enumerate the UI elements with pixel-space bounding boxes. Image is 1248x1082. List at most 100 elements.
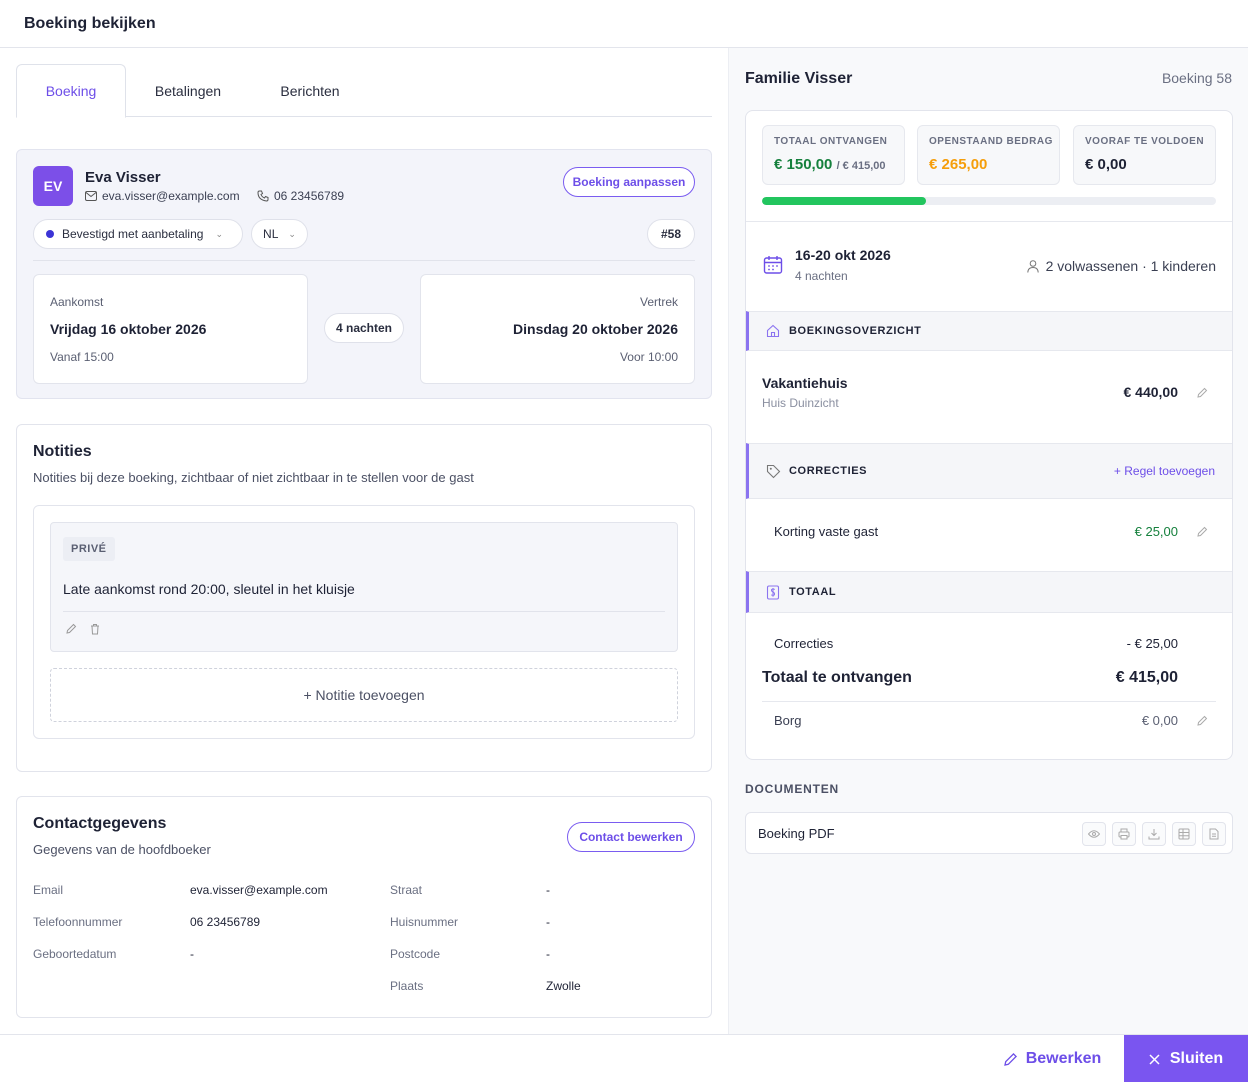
eye-icon[interactable]	[1082, 822, 1106, 846]
table-icon[interactable]	[1172, 822, 1196, 846]
close-button[interactable]: Sluiten	[1124, 1035, 1248, 1082]
corrections-section-header: CORRECTIES + Regel toevoegen	[746, 443, 1232, 499]
tab-betalingen[interactable]: Betalingen	[154, 82, 222, 99]
divider	[33, 260, 695, 261]
guest-count: 2 volwassenen · 1 kinderen	[1026, 258, 1216, 274]
edit-button[interactable]: Bewerken	[996, 1035, 1108, 1082]
avatar: EV	[33, 166, 73, 206]
guest-phone: 06 23456789	[257, 189, 344, 203]
deposit-value: € 0,00	[1141, 713, 1178, 728]
stat-total-received: TOTAAL ONTVANGEN € 150,00 / € 415,00	[762, 125, 905, 185]
tag-icon	[766, 464, 781, 479]
stat-value: € 150,00 / € 415,00	[774, 156, 886, 173]
pencil-icon[interactable]	[1196, 715, 1208, 727]
accommodation-name: Vakantiehuis	[762, 375, 848, 391]
dialog-title: Boeking bekijken	[24, 15, 156, 32]
file-icon[interactable]	[1202, 822, 1226, 846]
divider	[762, 701, 1216, 702]
download-icon[interactable]	[1142, 822, 1166, 846]
corrections-title: CORRECTIES	[789, 465, 868, 477]
document-actions	[1082, 822, 1226, 846]
note-item: PRIVÉ Late aankomst rond 20:00, sleutel …	[50, 522, 678, 652]
guest-phone-text: 06 23456789	[274, 189, 345, 203]
street-label: Straat	[390, 883, 423, 897]
stat-label: TOTAAL ONTVANGEN	[774, 136, 888, 147]
payment-progress-bar	[762, 197, 1216, 205]
edit-contact-button[interactable]: Contact bewerken	[567, 822, 695, 852]
grand-total-label: Totaal te ontvangen	[762, 669, 912, 686]
status-dot	[46, 230, 54, 238]
right-pane: Familie Visser Boeking 58 TOTAAL ONTVANG…	[728, 48, 1248, 1034]
notes-list: PRIVÉ Late aankomst rond 20:00, sleutel …	[33, 505, 695, 739]
stat-label: VOORAF TE VOLDOEN	[1085, 136, 1205, 147]
guest-email-text: eva.visser@example.com	[102, 189, 240, 203]
booking-number: Boeking 58	[1161, 70, 1232, 86]
family-name: Familie Visser	[745, 70, 853, 87]
booking-summary: TOTAAL ONTVANGEN € 150,00 / € 415,00 OPE…	[745, 110, 1233, 760]
pencil-icon[interactable]	[65, 623, 77, 635]
divider	[746, 221, 1232, 222]
close-icon	[1149, 1053, 1160, 1065]
total-corrections-value: - € 25,00	[1126, 636, 1178, 651]
housenumber-value: -	[546, 915, 550, 929]
language-label: NL	[263, 227, 279, 241]
print-icon[interactable]	[1112, 822, 1136, 846]
mail-icon	[85, 191, 97, 201]
note-actions	[65, 623, 101, 635]
calendar-icon	[763, 256, 783, 274]
birthdate-label: Geboortedatum	[33, 947, 117, 961]
arrival-time: Vanaf 15:00	[50, 350, 114, 364]
pencil-icon[interactable]	[1196, 526, 1208, 538]
email-value: eva.visser@example.com	[190, 883, 328, 897]
stat-extra: / € 415,00	[836, 160, 886, 172]
total-title: TOTAAL	[789, 586, 837, 598]
edit-booking-button[interactable]: Boeking aanpassen	[563, 167, 695, 197]
private-badge: PRIVÉ	[63, 537, 115, 561]
language-select[interactable]: NL ⌄	[251, 219, 308, 249]
stay-period: 16-20 okt 2026	[795, 247, 891, 263]
document-name: Boeking PDF	[758, 826, 835, 841]
document-row: Boeking PDF	[745, 812, 1233, 854]
contact-title: Contactgegevens	[33, 815, 167, 832]
stat-value: € 0,00	[1085, 156, 1127, 173]
notes-subtitle: Notities bij deze boeking, zichtbaar of …	[33, 470, 474, 485]
chevron-down-icon: ⌄	[288, 228, 296, 239]
payment-progress-fill	[762, 197, 927, 205]
phone-value: 06 23456789	[190, 915, 261, 929]
street-value: -	[546, 883, 550, 897]
tab-bar: Boeking Betalingen Berichten	[16, 64, 712, 118]
add-line-button[interactable]: + Regel toevoegen	[1113, 464, 1215, 478]
housenumber-label: Huisnummer	[390, 915, 459, 929]
trash-icon[interactable]	[89, 623, 101, 635]
accommodation-price: € 440,00	[1123, 384, 1179, 400]
close-button-label: Sluiten	[1169, 1050, 1224, 1067]
documents-title: DOCUMENTEN	[745, 782, 839, 796]
pencil-icon	[1003, 1052, 1017, 1066]
stat-value-text: € 150,00	[774, 156, 833, 173]
birthdate-value: -	[190, 947, 194, 961]
accommodation-sub: Huis Duinzicht	[762, 396, 839, 410]
arrival-date: Vrijdag 16 oktober 2026	[50, 321, 207, 337]
email-label: Email	[33, 883, 64, 897]
stay-nights: 4 nachten	[795, 269, 848, 283]
notes-card: Notities Notities bij deze boeking, zich…	[16, 424, 712, 772]
status-label: Bevestigd met aanbetaling	[62, 227, 204, 241]
departure-box: Vertrek Dinsdag 20 oktober 2026 Voor 10:…	[420, 274, 695, 384]
total-section-header: TOTAAL	[746, 571, 1232, 613]
tab-berichten[interactable]: Berichten	[280, 82, 340, 99]
status-select[interactable]: Bevestigd met aanbetaling ⌄	[33, 219, 243, 249]
contact-card: Contactgegevens Gegevens van de hoofdboe…	[16, 796, 712, 1018]
booking-tag: #58	[647, 219, 695, 249]
booking-card: EV Eva Visser eva.visser@example.com 06 …	[16, 149, 712, 399]
receipt-icon	[766, 585, 780, 600]
dialog-footer: Bewerken Sluiten	[0, 1034, 1248, 1082]
add-note-button[interactable]: + Notitie toevoegen	[50, 668, 678, 722]
chevron-down-icon: ⌄	[215, 228, 223, 239]
stat-prepay: VOORAF TE VOLDOEN € 0,00	[1073, 125, 1216, 185]
stat-value: € 265,00	[929, 156, 988, 173]
pencil-icon[interactable]	[1196, 387, 1208, 399]
tab-boeking[interactable]: Boeking	[16, 64, 126, 118]
overview-title: BOEKINGSOVERZICHT	[789, 325, 922, 337]
guest-email: eva.visser@example.com	[85, 189, 240, 203]
guest-name: Eva Visser	[85, 169, 161, 186]
